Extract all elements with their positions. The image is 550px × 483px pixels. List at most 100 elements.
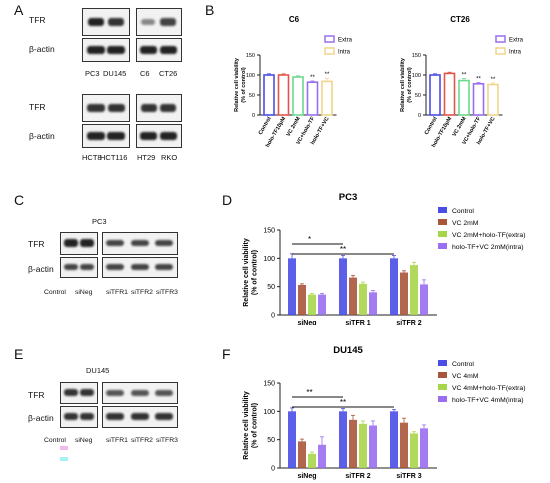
lane-label: siNeg bbox=[75, 289, 93, 296]
significance-mark: ** bbox=[310, 75, 315, 81]
blot-box bbox=[102, 257, 178, 278]
bar bbox=[298, 441, 306, 468]
bar bbox=[349, 277, 357, 315]
lane-label: PC3 bbox=[85, 69, 100, 78]
panel-letter-e: E bbox=[14, 346, 24, 362]
lane-label: siNeg bbox=[75, 437, 93, 444]
chart-d: 0 50 100 150 Relative cell viability (% of co… bbox=[243, 192, 525, 325]
significance-mark: ** bbox=[340, 398, 346, 407]
legend-label: VC 4mM bbox=[452, 373, 479, 380]
legend-swatch bbox=[438, 396, 447, 402]
bar bbox=[308, 294, 316, 315]
chart-du145: 0 50 100 150 Relative cell viability (% of co… bbox=[243, 345, 525, 480]
lane-label: siTFR3 bbox=[156, 289, 178, 296]
lane-label: CT26 bbox=[159, 69, 178, 78]
legend-swatch bbox=[495, 35, 506, 43]
legend-swatch bbox=[438, 219, 447, 225]
legend-label: Extra bbox=[338, 38, 353, 44]
bar bbox=[318, 294, 326, 315]
chart-title: DU145 bbox=[333, 345, 363, 356]
blot-cell-line: PC3 bbox=[92, 217, 107, 226]
bar bbox=[390, 258, 398, 315]
bar bbox=[359, 423, 367, 468]
significance-mark: ** bbox=[491, 77, 496, 83]
chart-c6: 0 50 100 150 Relative cell viability (% of co… bbox=[234, 15, 353, 149]
significance-mark: ** bbox=[340, 245, 346, 254]
x-tick-label: siNeg bbox=[297, 473, 316, 480]
panel-letter-a: A bbox=[14, 2, 24, 18]
blot-box bbox=[136, 124, 182, 148]
lane-label: DU145 bbox=[103, 69, 127, 78]
blot-row-label: β-actin bbox=[28, 264, 54, 274]
bar bbox=[288, 411, 296, 468]
y-axis-label: (% of control) bbox=[407, 67, 413, 103]
bar bbox=[339, 411, 347, 468]
legend-label: holo-TF+VC 2mM(intra) bbox=[452, 244, 524, 251]
lane-label: siTFR1 bbox=[106, 437, 128, 444]
legend-swatch bbox=[438, 384, 447, 390]
y-tick-label: 0 bbox=[271, 312, 275, 319]
legend-swatch bbox=[324, 47, 335, 55]
legend-label: Intra bbox=[338, 50, 351, 56]
legend-label: Control bbox=[452, 208, 474, 215]
chart-title: CT26 bbox=[450, 15, 470, 24]
blot-row-label: β-actin bbox=[29, 131, 55, 141]
bar bbox=[292, 76, 304, 116]
y-tick-label: 50 bbox=[415, 93, 421, 99]
legend-swatch bbox=[438, 360, 447, 366]
lane-label: HCT116 bbox=[100, 153, 128, 162]
bar bbox=[400, 272, 408, 315]
chart-title: PC3 bbox=[339, 192, 357, 203]
blot-box bbox=[82, 38, 130, 62]
chart-title: C6 bbox=[289, 15, 300, 24]
y-tick-label: 150 bbox=[263, 227, 275, 234]
legend-label: VC 2mM+holo-TF(extra) bbox=[452, 232, 525, 239]
x-tick-label: Control bbox=[258, 116, 273, 136]
blot-box bbox=[136, 38, 182, 62]
bar bbox=[472, 83, 485, 116]
lane-label: HT29 bbox=[137, 153, 156, 162]
lane-label: siTFR2 bbox=[131, 289, 153, 296]
legend-label: VC 2mM bbox=[452, 220, 479, 227]
blot-box bbox=[82, 8, 130, 36]
x-tick-label: siTFR 1 bbox=[345, 320, 370, 325]
y-tick-label: 0 bbox=[252, 113, 255, 119]
blot-row-label: TFR bbox=[28, 239, 45, 249]
legend-label: Control bbox=[452, 361, 474, 368]
blot-box bbox=[102, 232, 178, 255]
legend-label: Intra bbox=[509, 50, 522, 56]
bar bbox=[369, 425, 377, 468]
bar bbox=[458, 79, 470, 116]
blot-box bbox=[102, 406, 178, 428]
blot-row-label: TFR bbox=[29, 102, 46, 112]
chart-pc3: 0 50 100 150 Relative cell viability (% of co… bbox=[243, 192, 525, 325]
y-tick-label: 100 bbox=[246, 73, 255, 79]
y-tick-label: 50 bbox=[267, 437, 275, 444]
bar bbox=[349, 419, 357, 468]
colour-artifact bbox=[60, 457, 68, 461]
bar bbox=[298, 284, 306, 315]
y-tick-label: 0 bbox=[271, 465, 275, 472]
panel-letter-b: B bbox=[205, 2, 215, 18]
bar bbox=[306, 81, 319, 116]
y-tick-label: 50 bbox=[249, 93, 255, 99]
lane-label: HCT8 bbox=[82, 153, 102, 162]
lane-label: C6 bbox=[140, 69, 150, 78]
colour-artifact bbox=[60, 446, 68, 450]
blot-box bbox=[60, 382, 98, 404]
bar bbox=[308, 453, 316, 468]
blot-box bbox=[102, 382, 178, 404]
panel-e-blots: DU145 TFR β-actin Control siNeg siTFR1 s… bbox=[0, 338, 200, 483]
legend-label: VC 4mM+holo-TF(extra) bbox=[452, 385, 525, 392]
legend-swatch bbox=[495, 47, 506, 55]
blot-box bbox=[60, 257, 98, 278]
blot-cell-line: DU145 bbox=[86, 366, 110, 375]
y-axis-label: Relative cell viability bbox=[243, 391, 250, 460]
y-tick-label: 150 bbox=[412, 53, 421, 59]
legend-swatch bbox=[438, 243, 447, 249]
blot-row-label: TFR bbox=[28, 390, 45, 400]
blot-box bbox=[60, 406, 98, 428]
legend-swatch bbox=[324, 35, 335, 43]
y-axis-label: (% of control) bbox=[252, 250, 259, 295]
